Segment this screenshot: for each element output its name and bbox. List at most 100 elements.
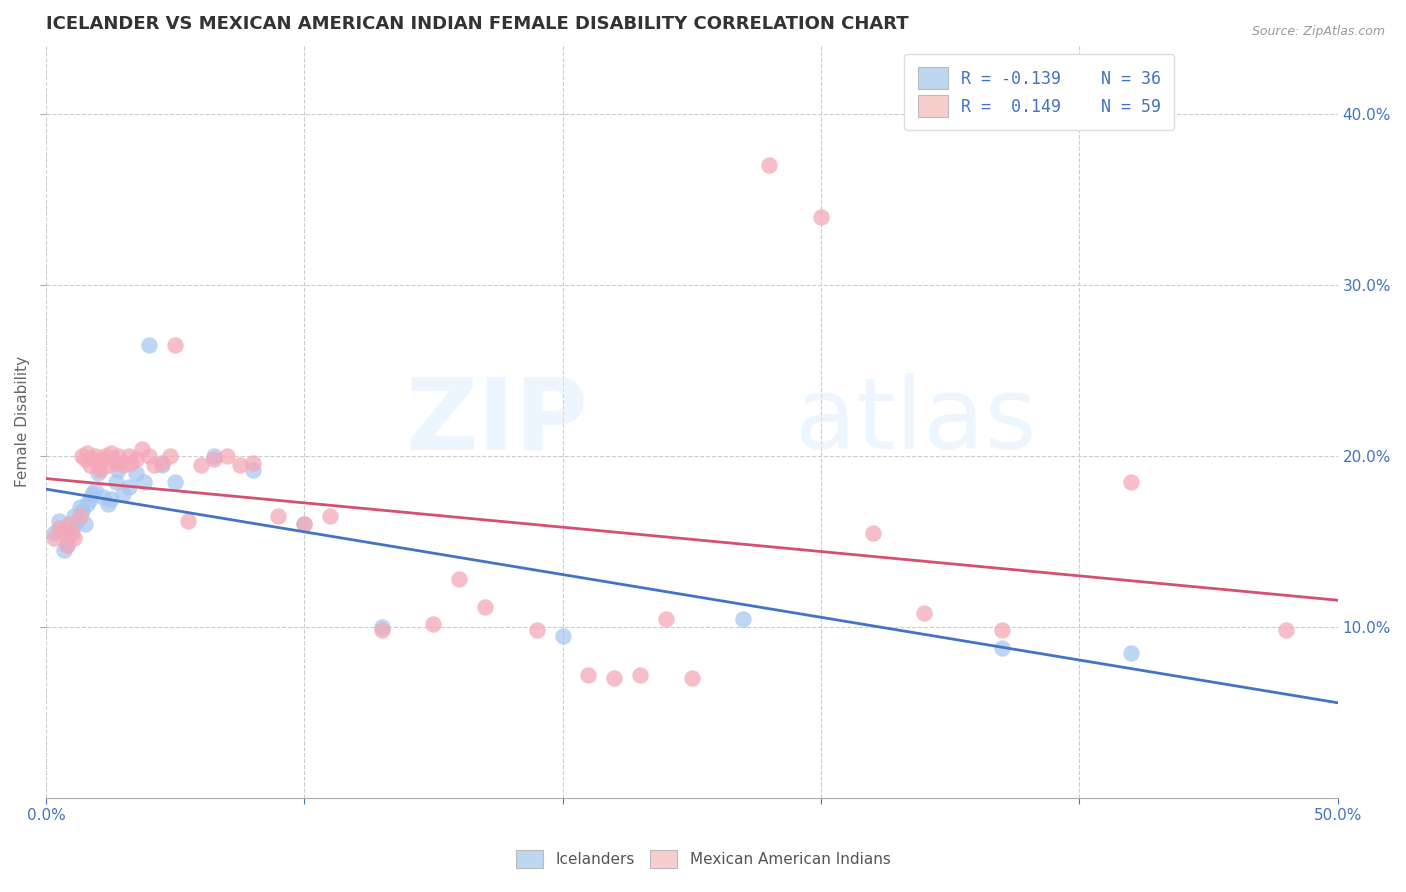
Point <box>681 671 703 685</box>
Point <box>60 526 83 541</box>
Point <box>117 480 139 494</box>
Point <box>58 526 80 541</box>
Point <box>84 483 107 498</box>
Point <box>82 452 104 467</box>
Point <box>42 531 65 545</box>
Point <box>70 449 93 463</box>
Point <box>89 463 111 477</box>
Text: Source: ZipAtlas.com: Source: ZipAtlas.com <box>1251 25 1385 38</box>
Text: atlas: atlas <box>796 374 1036 470</box>
Point <box>91 452 114 467</box>
Point <box>63 531 86 545</box>
Point <box>292 517 315 532</box>
Point <box>120 456 142 470</box>
Point <box>55 538 77 552</box>
Y-axis label: Female Disability: Female Disability <box>15 356 30 487</box>
Point <box>69 500 91 515</box>
Point <box>48 514 70 528</box>
Point <box>371 624 394 638</box>
Point <box>48 521 70 535</box>
Point <box>1275 624 1298 638</box>
Point <box>655 611 678 625</box>
Point <box>97 458 120 472</box>
Point <box>73 452 96 467</box>
Point <box>94 449 117 463</box>
Point <box>76 497 98 511</box>
Point <box>242 463 264 477</box>
Point <box>422 616 444 631</box>
Point <box>58 517 80 532</box>
Point <box>73 517 96 532</box>
Point <box>810 210 832 224</box>
Point <box>125 466 148 480</box>
Point <box>371 620 394 634</box>
Point <box>143 458 166 472</box>
Point <box>112 458 135 472</box>
Point <box>100 491 122 506</box>
Point <box>86 466 108 480</box>
Point <box>63 508 86 523</box>
Point <box>202 449 225 463</box>
Point <box>84 449 107 463</box>
Point <box>526 624 548 638</box>
Point <box>134 475 156 489</box>
Point <box>628 668 651 682</box>
Text: ZIP: ZIP <box>405 374 589 470</box>
Point <box>53 543 76 558</box>
Point <box>165 475 187 489</box>
Point <box>76 445 98 459</box>
Point <box>1119 475 1142 489</box>
Point <box>53 526 76 541</box>
Point <box>202 452 225 467</box>
Point <box>159 449 181 463</box>
Point <box>112 486 135 500</box>
Text: ICELANDER VS MEXICAN AMERICAN INDIAN FEMALE DISABILITY CORRELATION CHART: ICELANDER VS MEXICAN AMERICAN INDIAN FEM… <box>46 15 908 33</box>
Point <box>215 449 238 463</box>
Point <box>1119 646 1142 660</box>
Point <box>66 514 89 528</box>
Point <box>101 452 124 467</box>
Point <box>60 521 83 535</box>
Point <box>69 508 91 523</box>
Point <box>912 607 935 621</box>
Point <box>131 442 153 457</box>
Point <box>991 624 1014 638</box>
Point <box>100 445 122 459</box>
Point <box>551 629 574 643</box>
Point <box>862 526 884 541</box>
Point <box>991 640 1014 655</box>
Point <box>758 158 780 172</box>
Legend: R = -0.139    N = 36, R =  0.149    N = 59: R = -0.139 N = 36, R = 0.149 N = 59 <box>904 54 1174 130</box>
Point <box>165 338 187 352</box>
Point <box>733 611 755 625</box>
Point <box>603 671 626 685</box>
Point <box>107 449 129 463</box>
Point <box>292 517 315 532</box>
Point <box>91 490 114 504</box>
Point <box>86 458 108 472</box>
Point <box>150 458 173 472</box>
Point <box>267 508 290 523</box>
Point <box>125 452 148 467</box>
Point <box>104 475 127 489</box>
Point <box>79 491 101 506</box>
Point <box>319 508 342 523</box>
Point <box>474 599 496 614</box>
Point <box>79 458 101 472</box>
Point <box>70 504 93 518</box>
Point <box>82 486 104 500</box>
Point <box>177 514 200 528</box>
Point <box>107 463 129 477</box>
Point <box>150 456 173 470</box>
Point <box>242 456 264 470</box>
Point <box>97 497 120 511</box>
Point <box>228 458 250 472</box>
Point <box>138 449 160 463</box>
Point <box>449 572 471 586</box>
Point <box>138 338 160 352</box>
Point <box>578 668 600 682</box>
Point <box>190 458 212 472</box>
Point <box>117 449 139 463</box>
Point <box>55 538 77 552</box>
Point <box>104 456 127 470</box>
